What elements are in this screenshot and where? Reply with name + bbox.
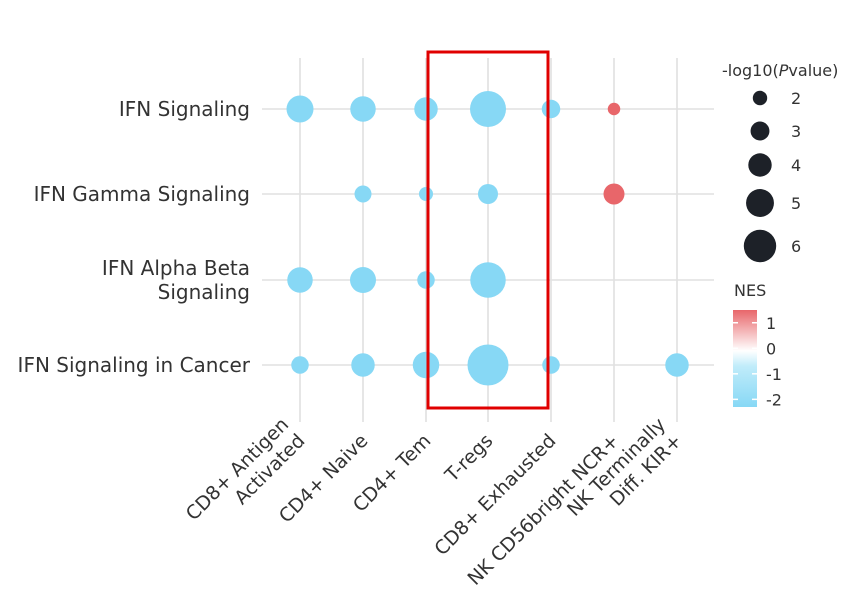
data-point <box>607 102 621 116</box>
data-point <box>350 267 376 293</box>
data-point <box>417 271 435 289</box>
size-legend-title-suffix: value) <box>788 61 838 80</box>
size-legend-label: 2 <box>791 89 801 108</box>
data-point <box>419 187 433 201</box>
color-legend: NES 1 0 -1 -2 <box>733 281 782 409</box>
size-legend-dot <box>748 153 772 177</box>
y-tick-label: IFN Signaling in Cancer <box>18 353 251 377</box>
size-legend-dot <box>746 189 774 217</box>
size-legend-dot <box>743 229 777 263</box>
size-legend: -log10(Pvalue) 2 3 4 5 6 <box>722 61 838 263</box>
y-tick-label: IFN Gamma Signaling <box>34 182 250 206</box>
size-legend-dot <box>750 121 770 141</box>
size-legend-label: 5 <box>791 194 801 213</box>
data-point <box>603 183 625 205</box>
color-legend-bar <box>733 310 757 407</box>
y-axis-labels: IFN Signaling IFN Gamma Signaling IFN Alph… <box>18 97 251 377</box>
data-point <box>287 267 313 293</box>
data-point <box>351 353 375 377</box>
data-point <box>414 97 438 121</box>
data-point <box>354 185 372 203</box>
x-tick-label: T-regs <box>440 430 497 487</box>
data-point <box>541 99 561 119</box>
data-point <box>291 356 309 374</box>
color-legend-label: 0 <box>766 339 776 358</box>
data-point <box>478 184 498 204</box>
color-legend-label: 1 <box>766 314 776 333</box>
size-legend-label: 4 <box>791 156 801 175</box>
data-point <box>412 351 440 379</box>
size-legend-title: -log10(Pvalue) <box>722 61 838 80</box>
data-points <box>286 91 689 386</box>
highlight-box <box>426 50 550 410</box>
y-tick-label: Signaling <box>158 280 250 304</box>
highlight-rect <box>426 50 550 410</box>
color-legend-label: -2 <box>766 390 782 409</box>
x-tick-label: CD8+ Exhausted <box>430 430 560 560</box>
y-tick-label: IFN Alpha Beta <box>102 256 250 280</box>
data-point <box>542 356 560 374</box>
data-point <box>470 91 506 127</box>
size-legend-label: 6 <box>791 237 801 256</box>
size-legend-dot <box>752 90 768 106</box>
size-legend-title-italic: P <box>779 61 789 80</box>
data-point <box>350 96 376 122</box>
size-legend-title-prefix: -log10( <box>722 61 779 80</box>
color-legend-title: NES <box>734 281 766 300</box>
data-point <box>470 262 506 298</box>
y-tick-label: IFN Signaling <box>119 97 250 121</box>
color-legend-label: -1 <box>766 365 782 384</box>
data-point <box>665 353 689 377</box>
data-point <box>286 95 314 123</box>
data-point <box>467 344 509 386</box>
size-legend-label: 3 <box>791 122 801 141</box>
